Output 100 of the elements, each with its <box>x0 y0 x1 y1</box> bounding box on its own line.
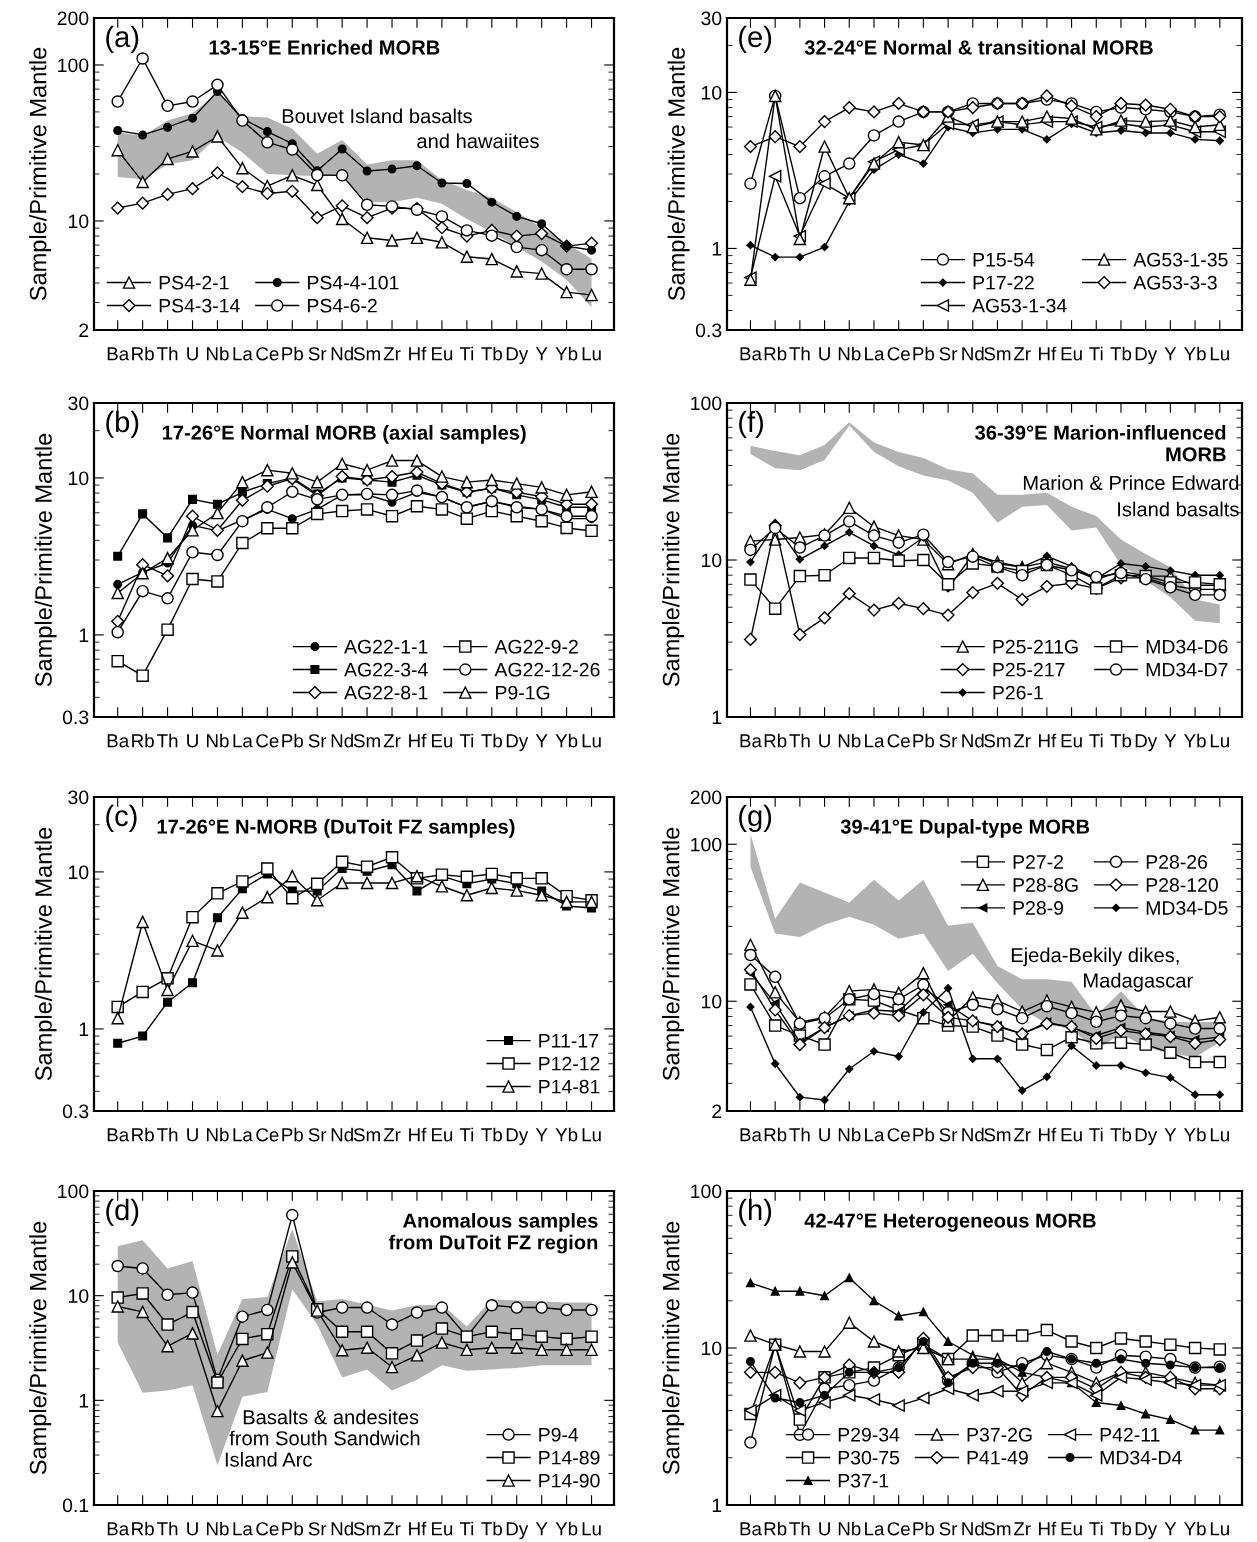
x-tick-label: Sr <box>308 734 327 748</box>
x-tick-label: Hf <box>1039 346 1057 361</box>
y-tick-label: 1 <box>79 628 89 642</box>
text: 36-39°E Marion-influenced MORB <box>975 424 1226 462</box>
y-tick-label: 1 <box>79 1394 89 1408</box>
x-tick-label: Zr <box>383 1522 401 1536</box>
x-tick-label: Yb <box>1184 346 1206 361</box>
x-tick-label: Nb <box>838 1521 861 1536</box>
x-tick-label: Hf <box>1039 1127 1057 1142</box>
x-tick-label: Sr <box>939 734 958 748</box>
y-axis-title: Sample/Primitive Mantle <box>662 433 685 687</box>
y-tick-label: 10 <box>702 553 722 568</box>
x-tick-label: Ce <box>887 734 910 748</box>
x-tick-label: Nb <box>207 1521 229 1536</box>
x-tick-label: Yb <box>1184 733 1206 748</box>
x-tick-label: Zr <box>383 734 401 748</box>
x-tick-label: Th <box>157 346 178 361</box>
x-tick-label: Lu <box>1210 1522 1229 1536</box>
x-tick-label: Hf <box>409 733 427 748</box>
x-tick-label: Rb <box>764 1127 787 1142</box>
x-tick-label: Nb <box>207 1127 229 1142</box>
legend-label: P30-75 <box>838 1450 900 1465</box>
y-tick-label: 10 <box>702 1341 722 1356</box>
text: 13-15°E Enriched MORB <box>209 39 440 55</box>
x-tick-label: Sm <box>353 347 380 361</box>
y-tick-label: 200 <box>690 790 722 805</box>
x-tick-label: Ce <box>256 1522 279 1536</box>
x-tick-label: Rb <box>764 733 787 748</box>
x-tick-label: Yb <box>1184 1521 1206 1536</box>
x-tick-label: Nd <box>962 1521 984 1536</box>
x-tick-label: Y <box>1164 734 1177 748</box>
y-tick-label: 2 <box>79 323 89 338</box>
x-tick-label: Nb <box>838 346 861 361</box>
x-tick-label: Th <box>789 346 810 361</box>
x-tick-label: U <box>187 734 198 748</box>
y-axis-title: Sample/Primitive Mantle <box>667 47 690 301</box>
x-tick-label: Nd <box>331 346 353 361</box>
y-tick-label: 1 <box>712 242 722 256</box>
x-tick-label: Th <box>789 733 810 748</box>
x-tick-label: La <box>865 734 885 748</box>
legend-label: P12-12 <box>539 1056 600 1071</box>
legend-label: P29-34 <box>838 1427 900 1442</box>
x-tick-label: Y <box>1164 1522 1177 1536</box>
legend-label: AG22-3-4 <box>344 662 428 677</box>
x-tick-label: Zr <box>1013 734 1031 748</box>
y-tick-label: 10 <box>69 1289 89 1303</box>
x-tick-label: Tb <box>1110 733 1132 748</box>
x-tick-label: Lu <box>582 347 601 361</box>
x-tick-label: Ti <box>1089 733 1103 748</box>
x-tick-label: Ce <box>887 1522 910 1536</box>
x-tick-label: Ce <box>256 1128 279 1142</box>
x-tick-label: La <box>865 1522 885 1536</box>
x-tick-label: Lu <box>1210 347 1229 361</box>
y-tick-label: 1 <box>79 1022 89 1036</box>
x-tick-label: Sm <box>353 1522 380 1536</box>
legend-label: P26-1 <box>993 685 1043 700</box>
x-tick-label: Rb <box>132 346 154 361</box>
y-tick-label: 10 <box>702 85 722 100</box>
x-tick-label: Ba <box>107 1522 130 1536</box>
x-tick-label: Ba <box>740 347 762 361</box>
x-tick-label: Ce <box>887 1128 910 1142</box>
x-tick-label: Dy <box>1135 734 1158 752</box>
x-tick-label: Ti <box>1089 346 1103 361</box>
x-tick-label: Tb <box>481 1127 502 1142</box>
x-tick-label: Nb <box>838 1127 861 1142</box>
x-tick-label: Ba <box>107 1128 130 1142</box>
annotation: Basalts & andesites <box>243 1409 419 1425</box>
legend-label: MD34-D7 <box>1146 662 1228 677</box>
annotation: (b) <box>106 410 139 439</box>
x-tick-label: Yb <box>555 346 578 361</box>
annotation: Island Arc <box>225 1451 312 1467</box>
x-tick-label: Hf <box>409 1127 427 1142</box>
x-tick-label: Eu <box>431 347 453 361</box>
annotation: (d) <box>106 1198 139 1227</box>
x-tick-label: Lu <box>582 1128 601 1142</box>
x-tick-label: Rb <box>132 1127 154 1142</box>
x-tick-label: Nb <box>207 733 229 748</box>
x-tick-label: Pb <box>282 1127 303 1142</box>
legend-label: P14-90 <box>539 1473 600 1488</box>
x-tick-label: Nb <box>838 733 861 748</box>
y-tick-label: 0.1 <box>62 1498 89 1513</box>
x-tick-label: Sr <box>308 1522 327 1536</box>
y-tick-label: 100 <box>58 58 89 73</box>
x-tick-label: Eu <box>431 734 453 748</box>
x-tick-label: Y <box>535 734 548 748</box>
x-tick-label: La <box>233 1522 253 1536</box>
y-tick-label: 0.3 <box>62 710 89 725</box>
x-tick-label: Ba <box>740 1522 762 1536</box>
x-tick-label: Nd <box>331 733 353 748</box>
y-tick-label: 0.3 <box>62 1104 89 1119</box>
x-tick-label: Yb <box>555 1127 578 1142</box>
x-tick-label: U <box>819 734 830 748</box>
annotation: (a) <box>106 25 139 53</box>
annotation: (g) <box>739 804 772 833</box>
annotation: (c) <box>106 804 137 833</box>
x-tick-label: Sm <box>353 1128 380 1142</box>
x-tick-label: Zr <box>1013 1128 1031 1142</box>
text: 17-26°E Normal MORB (axial samples) <box>162 424 526 444</box>
legend-label: PS4-4-101 <box>308 275 399 290</box>
x-tick-label: Yb <box>1184 1127 1206 1142</box>
